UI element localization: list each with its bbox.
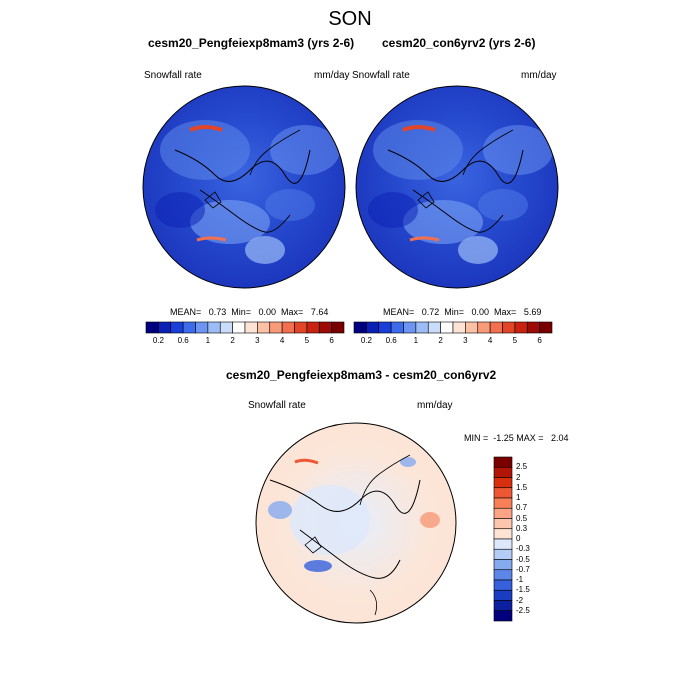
panel-2-colorbar-swatch bbox=[366, 321, 380, 334]
panel-1-colorbar bbox=[145, 321, 345, 334]
panel-2-colorbar-tick-label: 6 bbox=[537, 336, 542, 345]
panel-1-colorbar-swatch bbox=[145, 321, 159, 334]
panel-1-colorbar-swatch bbox=[257, 321, 271, 334]
panel-1-stats: MEAN= 0.73 Min= 0.00 Max= 7.64 bbox=[170, 307, 329, 317]
diff-stats: MIN = -1.25 MAX = 2.04 bbox=[464, 433, 569, 443]
diff-colorbar-tick-label: 1.5 bbox=[516, 482, 528, 492]
diff-colorbar-swatch bbox=[493, 507, 513, 519]
panel-1-colorbar-swatch bbox=[207, 321, 221, 334]
panel-1-colorbar-swatch bbox=[318, 321, 332, 334]
panel-2-map bbox=[355, 85, 559, 289]
panel-2-variable: Snowfall rate bbox=[352, 70, 410, 81]
panel-2-colorbar-swatch bbox=[403, 321, 417, 334]
diff-units: mm/day bbox=[417, 400, 453, 411]
diff-colorbar-swatch bbox=[493, 579, 513, 591]
diff-colorbar-tick-label: 1 bbox=[516, 493, 521, 502]
diff-colorbar-tick-label: 0.7 bbox=[516, 503, 528, 513]
panel-2-colorbar-swatch bbox=[539, 321, 553, 334]
panel-1-map bbox=[142, 85, 346, 289]
diff-colorbar-swatch bbox=[493, 456, 513, 468]
panel-2-colorbar-swatch bbox=[440, 321, 454, 334]
panel-2-units: mm/day bbox=[521, 70, 557, 81]
panel-1-colorbar-swatch bbox=[232, 321, 246, 334]
diff-colorbar-tick-label: -1.5 bbox=[516, 585, 530, 595]
diff-colorbar-tick-label: -0.3 bbox=[516, 544, 530, 554]
panel-2-colorbar-tick-label: 3 bbox=[463, 336, 468, 345]
panel-1-colorbar-swatch bbox=[331, 321, 345, 334]
panel-1-colorbar-swatch bbox=[195, 321, 209, 334]
diff-colorbar-tick-label: -0.5 bbox=[516, 554, 530, 564]
panel-1-colorbar-swatch bbox=[170, 321, 184, 334]
panel-1-units: mm/day bbox=[314, 70, 350, 81]
panel-1-colorbar-tick-label: 2 bbox=[230, 336, 235, 345]
panel-1-colorbar-swatch bbox=[219, 321, 233, 334]
panel-2-colorbar-tick-label: 2 bbox=[438, 336, 443, 345]
main-title: SON bbox=[328, 8, 372, 30]
panel-2-colorbar-swatch bbox=[526, 321, 540, 334]
panel-2-colorbar-tick-label: 0.6 bbox=[385, 336, 397, 345]
panel-2-colorbar-swatch bbox=[489, 321, 503, 334]
diff-colorbar bbox=[493, 456, 513, 622]
panel-1-colorbar-tick-label: 6 bbox=[329, 336, 334, 345]
panel-2-colorbar-swatch bbox=[452, 321, 466, 334]
panel-1-colorbar-tick-label: 1 bbox=[205, 336, 211, 345]
panel-1-colorbar-tick-label: 0.6 bbox=[177, 336, 189, 345]
diff-colorbar-tick-label: -2 bbox=[516, 595, 524, 605]
panel-1-colorbar-tick-label: 5 bbox=[304, 336, 310, 345]
panel-2-colorbar-tick-label: 0.2 bbox=[360, 336, 372, 345]
diff-colorbar-tick-label: 2.5 bbox=[516, 462, 528, 472]
panel-1-colorbar-swatch bbox=[294, 321, 308, 334]
panel-1-colorbar-tick-label: 3 bbox=[255, 336, 260, 345]
panel-2-colorbar-swatch bbox=[353, 321, 367, 334]
panel-2-colorbar-swatch bbox=[378, 321, 392, 334]
panel-1-colorbar-swatch bbox=[182, 321, 196, 334]
diff-colorbar-swatch bbox=[493, 559, 513, 571]
diff-colorbar-swatch bbox=[493, 477, 513, 489]
diff-title: cesm20_Pengfeiexp8mam3 - cesm20_con6yrv2 bbox=[226, 368, 497, 382]
diff-variable: Snowfall rate bbox=[248, 400, 306, 411]
diff-colorbar-tick-label: 0.5 bbox=[516, 513, 528, 523]
diff-colorbar-swatch bbox=[493, 497, 513, 509]
panel-1-title: cesm20_Pengfeiexp8mam3 (yrs 2-6) bbox=[148, 36, 355, 50]
panel-1-variable: Snowfall rate bbox=[144, 70, 202, 81]
panel-1-colorbar-swatch bbox=[306, 321, 320, 334]
panel-2-colorbar-swatch bbox=[415, 321, 429, 334]
panel-2-colorbar bbox=[353, 321, 553, 334]
panel-2-colorbar-swatch bbox=[514, 321, 528, 334]
diff-colorbar-swatch bbox=[493, 589, 513, 601]
panel-2-colorbar-swatch bbox=[477, 321, 491, 334]
panel-2-title: cesm20_con6yrv2 (yrs 2-6) bbox=[382, 36, 536, 50]
panel-2-colorbar-swatch bbox=[502, 321, 516, 334]
panel-1-colorbar-swatch bbox=[244, 321, 258, 334]
diff-colorbar-swatch bbox=[493, 528, 513, 540]
panel-1-colorbar-tick-label: 4 bbox=[279, 336, 285, 345]
diff-colorbar-swatch bbox=[493, 518, 513, 530]
diff-colorbar-swatch bbox=[493, 610, 513, 622]
panel-2-colorbar-swatch bbox=[427, 321, 441, 334]
diff-colorbar-tick-label: -1 bbox=[516, 575, 524, 584]
diff-colorbar-swatch bbox=[493, 569, 513, 581]
panel-1-colorbar-swatch bbox=[269, 321, 283, 334]
diff-colorbar-swatch bbox=[493, 600, 513, 612]
panel-2-colorbar-swatch bbox=[390, 321, 404, 334]
diff-colorbar-tick-label: -0.7 bbox=[516, 564, 530, 574]
panel-2-stats: MEAN= 0.72 Min= 0.00 Max= 5.69 bbox=[383, 307, 542, 317]
panel-2-colorbar-swatch bbox=[465, 321, 479, 334]
diff-colorbar-tick-label: 0.3 bbox=[516, 523, 528, 533]
diff-colorbar-tick-label: 0 bbox=[516, 534, 521, 543]
diff-colorbar-tick-label: -2.5 bbox=[516, 605, 530, 615]
panel-2-colorbar-tick-label: 5 bbox=[512, 336, 518, 345]
diff-colorbar-swatch bbox=[493, 548, 513, 560]
diff-colorbar-swatch bbox=[493, 487, 513, 499]
diff-colorbar-tick-label: 2 bbox=[516, 472, 521, 482]
panel-1-colorbar-swatch bbox=[158, 321, 172, 334]
panel-1-colorbar-tick-label: 0.2 bbox=[152, 336, 164, 345]
diff-colorbar-swatch bbox=[493, 466, 513, 478]
panel-2-colorbar-tick-label: 4 bbox=[487, 336, 493, 345]
panel-2-colorbar-tick-label: 1 bbox=[413, 336, 419, 345]
diff-map bbox=[255, 422, 457, 624]
diff-colorbar-swatch bbox=[493, 538, 513, 550]
panel-1-colorbar-swatch bbox=[281, 321, 295, 334]
